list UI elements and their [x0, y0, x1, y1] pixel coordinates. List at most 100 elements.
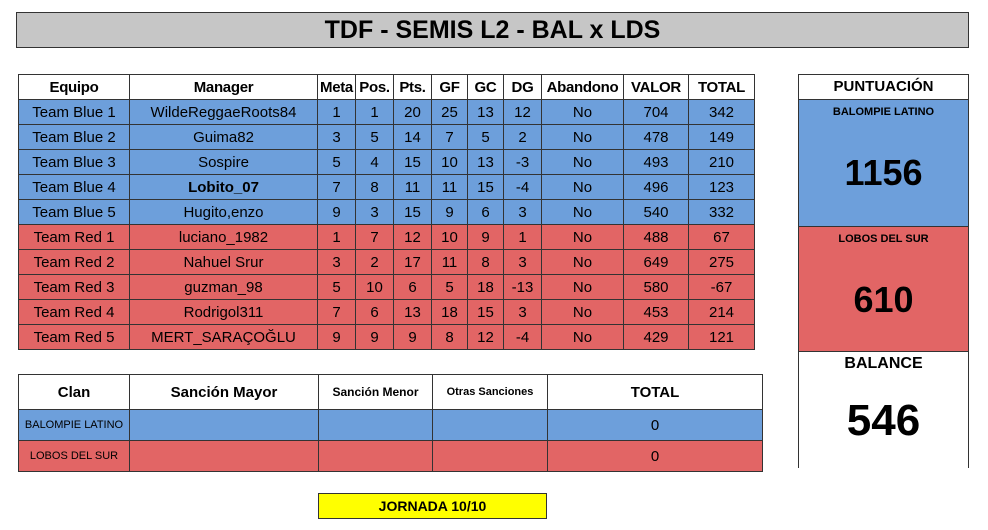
dg-cell: 1: [503, 224, 542, 250]
standings-header-row: Equipo Manager Meta Pos. Pts. GF GC DG Abandono V…: [18, 74, 755, 100]
manager-cell: Sospire: [129, 149, 318, 175]
pts-cell: 12: [393, 224, 432, 250]
pts-cell: 15: [393, 199, 432, 225]
meta-cell: 7: [317, 299, 356, 325]
team-cell: Team Blue 5: [18, 199, 130, 225]
score-block-balompie: BALOMPIE LATINO 1156: [799, 100, 968, 227]
gc-cell: 13: [467, 99, 504, 125]
team-cell: Team Red 5: [18, 324, 130, 350]
team-cell: Team Red 1: [18, 224, 130, 250]
gc-cell: 9: [467, 224, 504, 250]
gc-cell: 18: [467, 274, 504, 300]
table-row: Team Red 1 luciano_1982 1 7 12 10 9 1 No 488 67: [18, 224, 755, 250]
col-sancion-mayor: Sanción Mayor: [129, 374, 319, 410]
valor-cell: 488: [623, 224, 689, 250]
balance-block: BALANCE 546: [799, 352, 968, 469]
abandono-cell: No: [541, 299, 624, 325]
team-cell: Team Blue 2: [18, 124, 130, 150]
col-total: TOTAL: [688, 74, 755, 100]
dg-cell: -13: [503, 274, 542, 300]
manager-cell: MERT_SARAÇOĞLU: [129, 324, 318, 350]
dg-cell: 3: [503, 199, 542, 225]
otras-sanciones-cell: [432, 440, 548, 472]
gf-cell: 11: [431, 249, 468, 275]
col-sanciones-total: TOTAL: [547, 374, 763, 410]
team-cell: Team Blue 1: [18, 99, 130, 125]
pos-cell: 10: [355, 274, 394, 300]
dg-cell: 12: [503, 99, 542, 125]
col-meta: Meta: [317, 74, 356, 100]
manager-cell: guzman_98: [129, 274, 318, 300]
gf-cell: 8: [431, 324, 468, 350]
gf-cell: 11: [431, 174, 468, 200]
pos-cell: 4: [355, 149, 394, 175]
table-row: Team Red 5 MERT_SARAÇOĞLU 9 9 9 8 12 -4 No 429 121: [18, 324, 755, 350]
score-panel: PUNTUACIÓN BALOMPIE LATINO 1156 LOBOS DE…: [798, 74, 969, 469]
sancion-menor-cell: [318, 409, 433, 441]
sanctions-header-row: Clan Sanción Mayor Sanción Menor Otras S…: [18, 374, 763, 410]
abandono-cell: No: [541, 324, 624, 350]
score-block-lobos: LOBOS DEL SUR 610: [799, 227, 968, 352]
manager-cell: luciano_1982: [129, 224, 318, 250]
col-clan: Clan: [18, 374, 130, 410]
total-cell: 121: [688, 324, 755, 350]
sancion-mayor-cell: [129, 440, 319, 472]
meta-cell: 3: [317, 249, 356, 275]
table-row: Team Blue 3 Sospire 5 4 15 10 13 -3 No 493 210: [18, 149, 755, 175]
pos-cell: 2: [355, 249, 394, 275]
pts-cell: 6: [393, 274, 432, 300]
gc-cell: 15: [467, 174, 504, 200]
clan-name: LOBOS DEL SUR: [18, 440, 130, 472]
col-otras-sanciones: Otras Sanciones: [432, 374, 548, 410]
abandono-cell: No: [541, 124, 624, 150]
abandono-cell: No: [541, 99, 624, 125]
meta-cell: 3: [317, 124, 356, 150]
team-cell: Team Red 3: [18, 274, 130, 300]
pts-cell: 9: [393, 324, 432, 350]
pos-cell: 5: [355, 124, 394, 150]
total-cell: 67: [688, 224, 755, 250]
abandono-cell: No: [541, 199, 624, 225]
balance-value: 546: [846, 396, 921, 445]
jornada-badge: JORNADA 10/10: [318, 493, 547, 519]
total-cell: 149: [688, 124, 755, 150]
gf-cell: 7: [431, 124, 468, 150]
standings-table: Equipo Manager Meta Pos. Pts. GF GC DG Abandono V…: [18, 74, 755, 350]
gc-cell: 12: [467, 324, 504, 350]
pos-cell: 3: [355, 199, 394, 225]
team2-score: 610: [853, 279, 914, 320]
valor-cell: 704: [623, 99, 689, 125]
gc-cell: 13: [467, 149, 504, 175]
meta-cell: 9: [317, 324, 356, 350]
gf-cell: 18: [431, 299, 468, 325]
team2-name: LOBOS DEL SUR: [838, 233, 929, 245]
table-row: Team Red 4 Rodrigol311 7 6 13 18 15 3 No 453 214: [18, 299, 755, 325]
manager-cell: Nahuel Srur: [129, 249, 318, 275]
team1-name: BALOMPIE LATINO: [832, 106, 935, 118]
table-row: Team Blue 5 Hugito,enzo 9 3 15 9 6 3 No 540 332: [18, 199, 755, 225]
sanctions-row-balompie: BALOMPIE LATINO 0: [18, 409, 763, 441]
abandono-cell: No: [541, 274, 624, 300]
manager-cell: Guima82: [129, 124, 318, 150]
dg-cell: 2: [503, 124, 542, 150]
gf-cell: 9: [431, 199, 468, 225]
valor-cell: 453: [623, 299, 689, 325]
pts-cell: 20: [393, 99, 432, 125]
pts-cell: 15: [393, 149, 432, 175]
col-gc: GC: [467, 74, 504, 100]
dg-cell: 3: [503, 299, 542, 325]
dg-cell: 3: [503, 249, 542, 275]
valor-cell: 580: [623, 274, 689, 300]
gf-cell: 25: [431, 99, 468, 125]
dg-cell: -4: [503, 324, 542, 350]
team-cell: Team Red 2: [18, 249, 130, 275]
total-cell: -67: [688, 274, 755, 300]
valor-cell: 493: [623, 149, 689, 175]
total-cell: 210: [688, 149, 755, 175]
abandono-cell: No: [541, 149, 624, 175]
total-cell: 275: [688, 249, 755, 275]
total-cell: 214: [688, 299, 755, 325]
col-pos: Pos.: [355, 74, 394, 100]
team1-score: 1156: [844, 152, 923, 193]
meta-cell: 1: [317, 99, 356, 125]
